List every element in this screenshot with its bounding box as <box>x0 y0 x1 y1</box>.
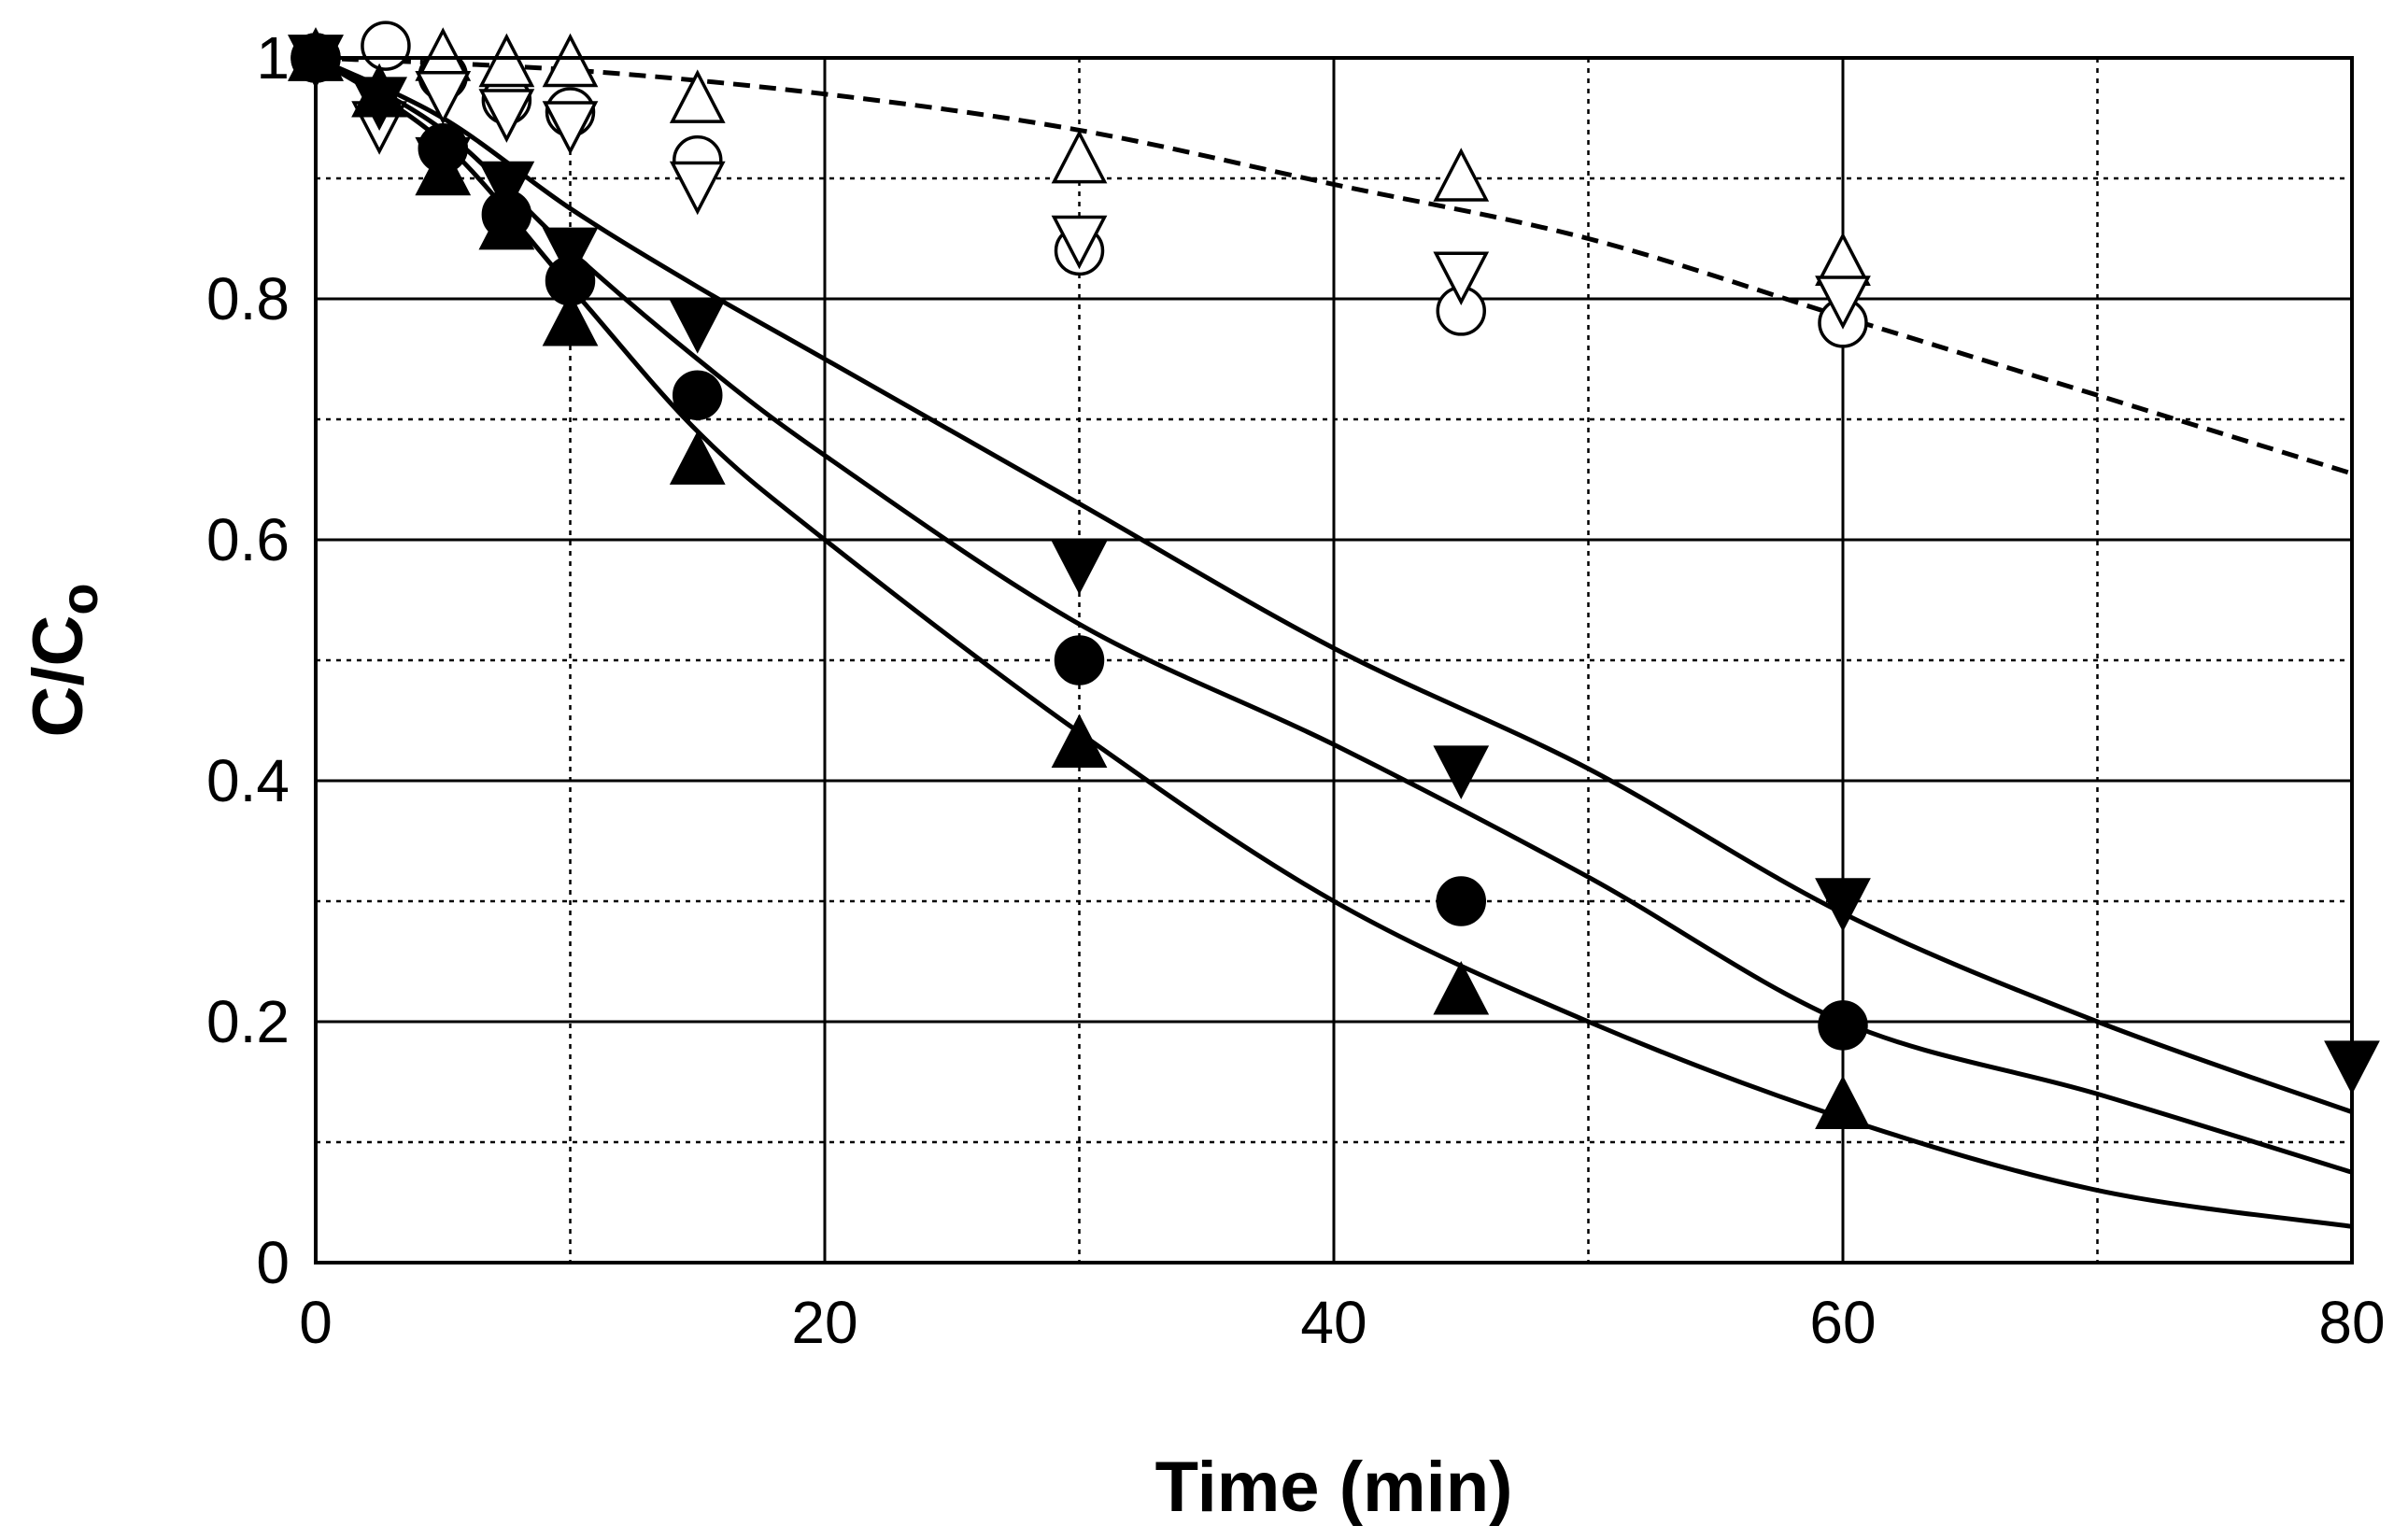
filled-triangle-down-marker <box>1815 878 1871 932</box>
solid-fit-curve <box>314 55 2353 1115</box>
filled-triangle-down-marker <box>478 161 535 216</box>
filled-triangle-down-marker <box>1433 745 1490 799</box>
open-triangle-down-marker <box>415 70 472 125</box>
y-axis-title-main: C/C <box>19 615 98 738</box>
open-triangle-down-marker <box>1815 276 1871 330</box>
open-triangle-up-marker <box>669 69 726 123</box>
open-triangle-up-marker <box>1433 148 1490 202</box>
open-triangle-down-marker <box>669 161 726 216</box>
tick-labels: 0 20 40 60 80 0 0.2 0.4 0.6 0.8 1 <box>206 24 2386 1356</box>
y-axis-title: C/Co <box>19 583 108 737</box>
y-tick-label: 0.2 <box>206 988 290 1055</box>
filled-circle-marker <box>673 370 723 420</box>
filled-circle-marker <box>1818 1000 1868 1051</box>
plot-frame <box>314 56 2354 1264</box>
filled-triangle-up-marker <box>478 195 535 250</box>
open-triangle-up-marker <box>542 33 599 88</box>
y-tick-label: 0.6 <box>206 506 290 573</box>
filled-triangle-down-marker <box>415 136 472 191</box>
open-triangle-down-marker <box>542 101 599 155</box>
filled-triangle-down-marker <box>669 300 726 354</box>
filled-triangle-up-marker <box>1815 1075 1871 1130</box>
open-triangle-down-marker <box>1433 251 1490 305</box>
x-tick-label: 0 <box>299 1289 333 1356</box>
x-axis-title: Time (min) <box>1155 1448 1513 1527</box>
filled-triangle-down-marker <box>351 77 408 131</box>
x-tick-label: 40 <box>1300 1289 1367 1356</box>
filled-triangle-up-marker <box>669 431 726 485</box>
x-tick-label: 60 <box>1809 1289 1876 1356</box>
filled-triangle-down-marker <box>1051 541 1108 595</box>
y-axis-title-subscript: o <box>50 583 108 615</box>
open-triangle-up-marker <box>478 33 535 88</box>
x-tick-label: 20 <box>791 1289 857 1356</box>
open-triangle-down-marker <box>1051 215 1108 270</box>
open-triangle-down-marker <box>478 89 535 143</box>
filled-triangle-down-marker <box>542 227 599 282</box>
dashed-fit-curve <box>315 55 2353 476</box>
y-tick-label: 0.8 <box>206 265 290 332</box>
open-triangle-up-marker <box>1051 129 1108 184</box>
filled-triangle-up-marker <box>542 292 599 346</box>
filled-circle-marker <box>1054 635 1105 685</box>
filled-triangle-up-marker <box>1051 713 1108 769</box>
x-tick-label: 80 <box>2318 1289 2385 1356</box>
y-tick-label: 0.4 <box>206 747 290 814</box>
y-tick-label: 1 <box>256 24 290 92</box>
y-tick-label: 0 <box>256 1229 290 1296</box>
filled-circle-marker <box>1436 876 1486 926</box>
data-markers <box>288 21 2380 1130</box>
open-circle-marker <box>361 21 411 71</box>
filled-triangle-up-marker <box>1433 960 1490 1015</box>
